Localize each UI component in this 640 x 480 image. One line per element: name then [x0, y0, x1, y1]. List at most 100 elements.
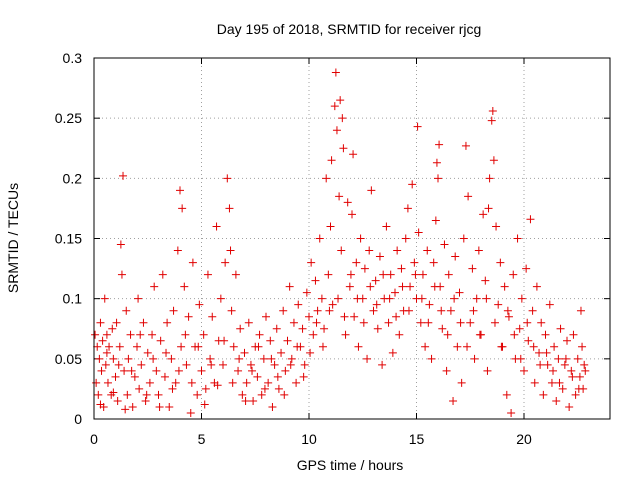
data-point-marker	[280, 390, 289, 399]
data-point-marker	[139, 318, 148, 327]
data-point-marker	[455, 288, 464, 297]
data-point-marker	[417, 294, 426, 303]
data-point-marker	[515, 324, 524, 333]
data-point-marker	[194, 342, 203, 351]
y-tick-label: 0.05	[55, 351, 82, 367]
data-point-marker	[375, 252, 384, 261]
data-point-marker	[341, 330, 350, 339]
data-point-marker	[434, 174, 442, 183]
data-point-marker	[163, 318, 172, 327]
data-point-marker	[461, 141, 470, 150]
data-point-marker	[158, 270, 167, 279]
data-point-marker	[326, 222, 335, 231]
x-tick-label: 15	[409, 431, 425, 447]
data-point-marker	[350, 312, 359, 321]
data-point-marker	[123, 390, 132, 399]
data-point-marker	[487, 116, 496, 125]
data-point-marker	[228, 378, 237, 387]
data-point-marker	[178, 204, 187, 213]
data-point-marker	[398, 282, 407, 291]
data-point-marker	[456, 318, 465, 327]
data-point-marker	[257, 390, 266, 399]
data-point-marker	[424, 318, 433, 327]
data-point-marker	[219, 360, 227, 369]
data-point-marker	[360, 264, 369, 273]
data-point-marker	[574, 384, 583, 393]
data-point-marker	[173, 246, 182, 255]
data-point-marker	[338, 114, 347, 123]
data-point-marker	[431, 216, 440, 225]
data-point-marker	[481, 276, 490, 285]
data-point-marker	[112, 318, 121, 327]
data-point-marker	[229, 342, 238, 351]
data-point-marker	[571, 390, 580, 399]
data-point-marker	[496, 258, 505, 267]
data-point-marker	[334, 294, 343, 303]
data-point-marker	[484, 204, 493, 213]
data-point-marker	[532, 282, 541, 291]
data-point-marker	[184, 312, 193, 321]
data-point-marker	[353, 294, 362, 303]
data-point-marker	[188, 258, 197, 267]
data-point-marker	[332, 126, 341, 135]
data-point-marker	[580, 360, 589, 369]
data-point-marker	[119, 171, 128, 180]
data-point-marker	[561, 354, 570, 363]
data-point-marker	[197, 366, 206, 375]
data-point-marker	[255, 330, 264, 339]
data-point-marker	[171, 378, 180, 387]
data-point-marker	[408, 180, 417, 189]
data-point-marker	[578, 342, 587, 351]
data-point-marker	[556, 324, 565, 333]
data-point-marker	[150, 282, 159, 291]
data-point-marker	[98, 336, 107, 345]
data-point-marker	[464, 192, 473, 201]
data-point-marker	[356, 234, 365, 243]
data-point-marker	[343, 198, 352, 207]
data-point-marker	[524, 336, 533, 345]
data-point-marker	[156, 336, 165, 345]
data-point-marker	[554, 354, 563, 363]
data-point-marker	[253, 372, 262, 381]
data-point-marker	[522, 264, 531, 273]
data-point-marker	[369, 306, 378, 315]
data-point-marker	[560, 360, 569, 369]
data-point-marker	[180, 282, 189, 291]
data-point-marker	[352, 258, 361, 267]
data-point-marker	[167, 354, 176, 363]
data-point-marker	[468, 264, 477, 273]
data-point-marker	[94, 390, 103, 399]
data-point-marker	[294, 300, 303, 309]
data-point-marker	[113, 396, 122, 405]
data-point-marker	[235, 354, 244, 363]
data-point-marker	[435, 140, 444, 149]
data-point-marker	[101, 360, 110, 369]
data-point-marker	[242, 378, 251, 387]
data-point-marker	[315, 234, 324, 243]
data-point-marker	[199, 330, 208, 339]
data-point-marker	[379, 270, 388, 279]
data-point-marker	[203, 270, 212, 279]
axis-ticks: 0 0.05 0.1 0.15 0.2 0.25 0.3 0 5 10 15 20	[55, 50, 610, 447]
data-point-marker	[102, 330, 111, 339]
data-point-marker	[324, 270, 333, 279]
data-point-marker	[300, 360, 309, 369]
data-point-marker	[427, 354, 436, 363]
data-point-marker	[121, 405, 130, 414]
data-point-marker	[246, 360, 255, 369]
data-point-marker	[289, 318, 298, 327]
data-point-marker	[293, 342, 302, 351]
x-tick-label: 10	[301, 431, 317, 447]
data-point-marker	[254, 342, 263, 351]
data-point-marker	[457, 378, 466, 387]
data-point-marker	[238, 390, 247, 399]
data-point-marker	[573, 354, 582, 363]
data-point-marker	[391, 288, 399, 297]
data-point-marker	[137, 360, 146, 369]
y-tick-label: 0.15	[55, 231, 82, 247]
data-point-marker	[134, 294, 143, 303]
data-point-marker	[442, 366, 451, 375]
data-point-marker	[346, 270, 355, 279]
data-point-marker	[371, 276, 380, 285]
data-point-marker	[145, 378, 154, 387]
